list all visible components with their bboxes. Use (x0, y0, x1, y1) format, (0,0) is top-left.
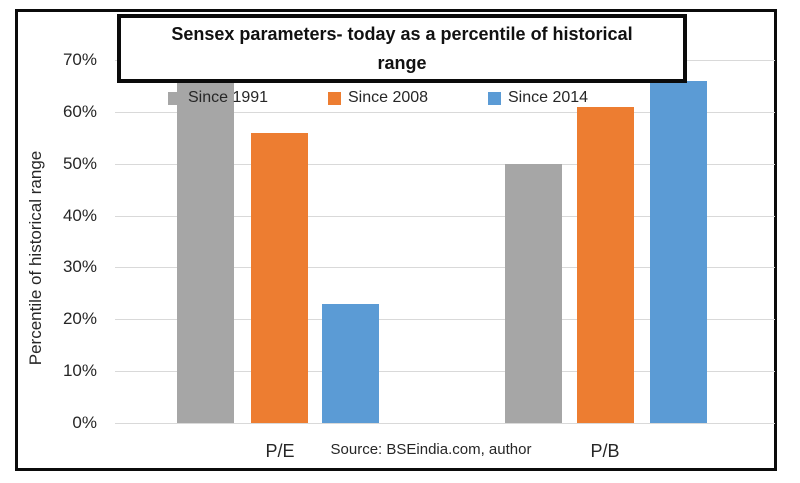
bar-pb-since-2014 (650, 80, 707, 423)
legend: Since 1991 Since 2008 Since 2014 (0, 88, 800, 108)
legend-swatch-icon (488, 91, 501, 105)
y-tick-label-60pct: 60% (62, 101, 97, 121)
chart-title-box: Sensex parameters- today as a percentile… (117, 14, 687, 83)
legend-item-since-2014: Since 2014 (488, 88, 588, 108)
x-category-label-pe: P/E (265, 441, 295, 461)
legend-swatch-icon (168, 91, 181, 105)
y-tick-label-40pct: 40% (62, 205, 97, 225)
legend-label: Since 2014 (508, 89, 589, 106)
gridline-10pct (115, 371, 775, 373)
x-category-label-pb: P/B (590, 441, 620, 461)
bar-pe-since-2008 (251, 132, 308, 423)
y-tick-label-20pct: 20% (62, 309, 97, 329)
legend-item-since-2008: Since 2008 (328, 88, 428, 108)
chart-title-line-2: range (377, 53, 427, 73)
chart-title-line-1: Sensex parameters- today as a percentile… (171, 24, 633, 44)
gridline-60pct (115, 111, 775, 113)
bar-pb-since-2008 (577, 106, 634, 423)
legend-swatch-icon (328, 91, 341, 105)
bar-pe-since-1991 (177, 80, 234, 423)
gridline-0pct (115, 423, 775, 424)
plot-area (115, 60, 775, 424)
y-tick-label-30pct: 30% (62, 257, 97, 277)
gridline-30pct (115, 267, 775, 269)
y-tick-label-0pct: 0% (72, 413, 97, 432)
source-note: Source: BSEindia.com, author (330, 441, 532, 458)
y-tick-label-70pct: 70% (62, 50, 97, 69)
bar-pb-since-1991 (505, 163, 562, 423)
legend-item-since-1991: Since 1991 (168, 88, 268, 108)
y-tick-label-10pct: 10% (62, 361, 97, 381)
legend-label: Since 2008 (348, 89, 429, 106)
gridline-50pct (115, 163, 775, 165)
legend-label: Since 1991 (188, 89, 269, 106)
bar-pe-since-2014 (322, 303, 379, 423)
gridline-40pct (115, 215, 775, 217)
gridline-20pct (115, 319, 775, 321)
y-tick-label-50pct: 50% (62, 153, 97, 173)
